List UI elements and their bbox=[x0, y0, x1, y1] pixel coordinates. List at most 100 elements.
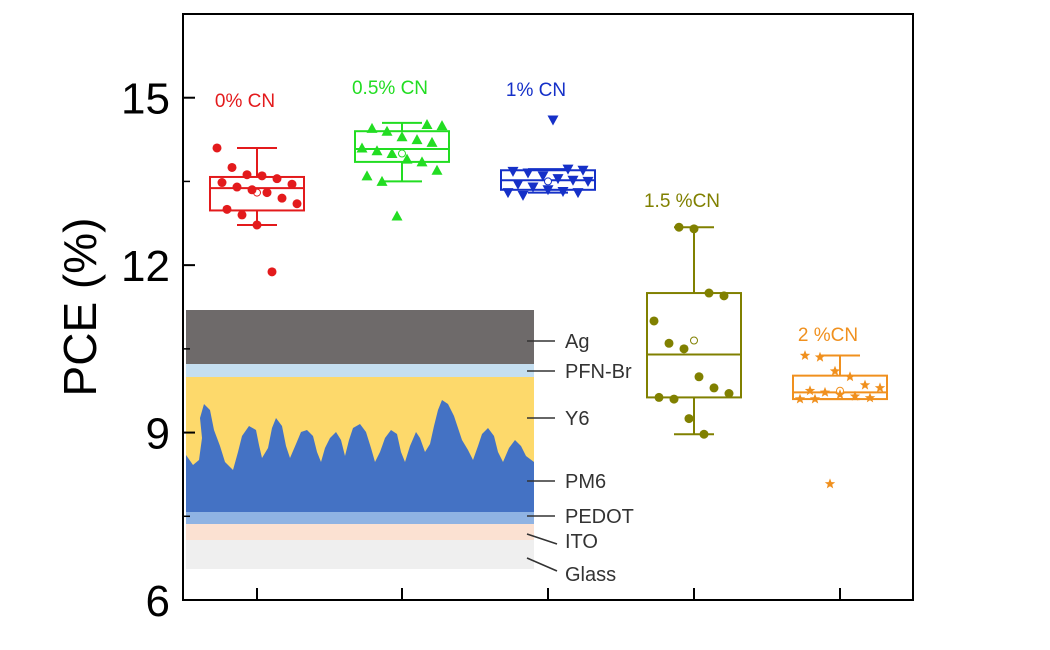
data-point bbox=[819, 386, 831, 397]
data-point bbox=[257, 171, 267, 181]
box-plots: 0% CN 0.5% CN 1% CN 1.5 %CN 2 %CN bbox=[209, 78, 888, 489]
data-point bbox=[567, 175, 579, 186]
mean-marker bbox=[544, 177, 552, 186]
data-point bbox=[547, 115, 559, 126]
series-0: 0% CN bbox=[209, 91, 305, 277]
y-axis: 6 9 12 15 bbox=[121, 75, 195, 626]
layer-label-ag: Ag bbox=[565, 331, 589, 353]
data-point bbox=[704, 288, 714, 298]
data-point bbox=[582, 176, 594, 187]
data-point bbox=[237, 210, 247, 220]
data-point bbox=[804, 385, 816, 396]
data-point bbox=[664, 338, 674, 348]
data-point bbox=[864, 392, 876, 403]
layer-pfn-br bbox=[186, 364, 534, 377]
layer-pm6 bbox=[186, 400, 534, 512]
data-point bbox=[386, 148, 398, 159]
data-point bbox=[222, 204, 232, 214]
data-point bbox=[356, 142, 368, 153]
data-point bbox=[287, 179, 297, 189]
data-point bbox=[247, 185, 257, 195]
data-point bbox=[689, 224, 699, 234]
data-point bbox=[242, 170, 252, 180]
data-point bbox=[679, 344, 689, 354]
data-point bbox=[371, 145, 383, 156]
layer-ito bbox=[186, 524, 534, 540]
data-point bbox=[366, 122, 378, 133]
leader-line-glass bbox=[526, 557, 558, 572]
layer-label-glass: Glass bbox=[565, 564, 616, 586]
y-tick-label: 6 bbox=[146, 577, 170, 626]
y-tick-label: 15 bbox=[121, 75, 170, 124]
data-point bbox=[834, 389, 846, 400]
series-1: 0.5% CN bbox=[352, 78, 450, 221]
data-point bbox=[517, 190, 529, 201]
layer-label-ito: ITO bbox=[565, 531, 598, 553]
data-point bbox=[436, 120, 448, 131]
data-point bbox=[719, 291, 729, 301]
data-point bbox=[809, 393, 821, 404]
y-axis-label: PCE (%) bbox=[54, 218, 106, 397]
series-label: 1.5 %CN bbox=[644, 191, 720, 212]
data-point bbox=[522, 168, 534, 179]
data-point bbox=[557, 186, 569, 197]
layer-label-pedot: PEDOT bbox=[565, 506, 634, 528]
series-label: 0.5% CN bbox=[352, 78, 428, 99]
data-point bbox=[537, 171, 549, 182]
series-label: 2 %CN bbox=[798, 325, 858, 346]
data-point bbox=[669, 394, 679, 404]
data-point bbox=[272, 174, 282, 184]
data-point bbox=[507, 166, 519, 177]
data-point bbox=[724, 389, 734, 399]
data-point bbox=[267, 267, 277, 277]
layer-label-pm6: PM6 bbox=[565, 471, 606, 493]
data-point bbox=[799, 350, 811, 360]
data-point bbox=[542, 185, 554, 196]
data-point bbox=[411, 134, 423, 145]
data-point bbox=[844, 371, 856, 382]
data-point bbox=[426, 136, 438, 147]
data-point bbox=[874, 382, 886, 393]
data-point bbox=[829, 365, 841, 376]
data-point bbox=[396, 131, 408, 142]
data-point bbox=[217, 178, 227, 188]
data-point bbox=[674, 222, 684, 232]
x-axis bbox=[256, 588, 841, 600]
data-point bbox=[361, 170, 373, 181]
data-point bbox=[814, 351, 826, 362]
layer-pedot bbox=[186, 511, 534, 524]
data-point bbox=[654, 392, 664, 402]
layer-ag bbox=[186, 310, 534, 364]
data-point bbox=[431, 164, 443, 175]
box bbox=[209, 175, 305, 212]
data-point bbox=[572, 188, 584, 199]
data-point bbox=[649, 316, 659, 326]
mean-marker bbox=[398, 149, 406, 158]
series-label: 0% CN bbox=[215, 91, 275, 112]
data-point bbox=[512, 179, 524, 190]
data-point bbox=[277, 193, 287, 203]
y-tick-label: 12 bbox=[121, 242, 170, 291]
data-point bbox=[381, 125, 393, 136]
series-4: 2 %CN bbox=[792, 325, 888, 489]
data-point bbox=[694, 372, 704, 382]
data-point bbox=[421, 119, 433, 130]
data-point bbox=[401, 153, 413, 164]
data-point bbox=[262, 188, 272, 198]
data-point bbox=[859, 379, 871, 390]
box bbox=[354, 130, 450, 163]
data-point bbox=[699, 429, 709, 439]
series-2: 1% CN bbox=[500, 80, 596, 201]
y-tick-label: 9 bbox=[146, 410, 170, 459]
data-point bbox=[252, 220, 262, 230]
data-point bbox=[232, 182, 242, 192]
box bbox=[646, 292, 742, 399]
leader-line-ito bbox=[526, 533, 558, 545]
data-point bbox=[849, 390, 861, 401]
data-point bbox=[502, 188, 514, 199]
data-point bbox=[824, 478, 836, 489]
data-point bbox=[552, 174, 564, 185]
box bbox=[792, 374, 888, 401]
series-label: 1% CN bbox=[506, 80, 566, 101]
